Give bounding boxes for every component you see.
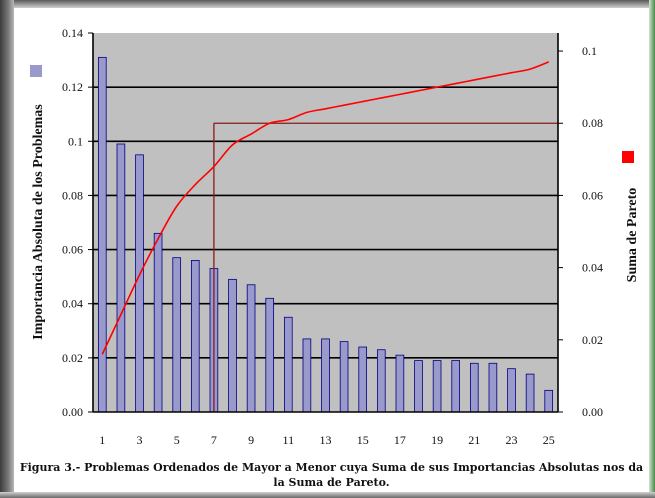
frame-edge-bottom [0, 492, 655, 498]
right-tick-label: 0.06 [582, 188, 603, 202]
bar [414, 360, 423, 413]
frame-edge-top [0, 0, 655, 8]
left-tick-label: 0.04 [62, 297, 83, 311]
right-tick-label: 0.08 [582, 116, 603, 130]
bar [507, 368, 516, 413]
bar [488, 362, 498, 413]
pareto-chart: 0.00 0.02 0.04 0.06 0.08 0.1 0.12 0.14 0.00 0.02 0… [30, 26, 640, 447]
left-tick-label: 0.06 [62, 243, 83, 257]
bar [283, 316, 293, 413]
bar [153, 232, 163, 413]
x-tick-label: 25 [543, 433, 555, 447]
left-tick-label: 0.08 [62, 188, 83, 202]
left-axis-title: Importancia Absoluta de los Problemas [31, 104, 46, 340]
bar [525, 373, 535, 413]
bar [135, 154, 144, 413]
figure-caption: Figura 3.- Problemas Ordenados de Mayor … [19, 461, 644, 489]
bar [116, 143, 126, 413]
bar [544, 389, 554, 413]
x-tick-label: 5 [174, 433, 180, 447]
bar [190, 259, 200, 413]
right-tick-label: 0.1 [582, 44, 597, 58]
bar [339, 341, 349, 413]
right-tick-label: 0.00 [582, 405, 603, 419]
left-series-marker [30, 65, 42, 77]
x-tick-label: 1 [99, 433, 105, 447]
bar [302, 338, 312, 413]
right-tick-label: 0.02 [582, 333, 603, 347]
x-tick-label: 23 [506, 433, 518, 447]
bar [432, 360, 442, 413]
bar [265, 297, 275, 413]
x-tick-label: 19 [431, 433, 443, 447]
right-axis-title: Suma de Pareto [625, 188, 640, 283]
left-tick-label: 0.00 [62, 405, 83, 419]
left-tick-label: 0.1 [68, 134, 83, 148]
frame-edge-left [0, 0, 14, 498]
x-tick-label: 17 [394, 433, 406, 447]
bar [395, 354, 405, 413]
x-tick-label: 15 [357, 433, 369, 447]
left-tick-label: 0.12 [62, 80, 83, 94]
bar [228, 278, 237, 413]
x-tick-label: 13 [320, 433, 332, 447]
left-tick-label: 0.02 [62, 351, 83, 365]
x-tick-label: 9 [248, 433, 254, 447]
x-tick-label: 11 [283, 433, 295, 447]
pareto-line [101, 61, 549, 355]
x-tick-label: 3 [137, 433, 143, 447]
right-tick-label: 0.04 [582, 261, 603, 275]
bar [469, 362, 479, 413]
x-tick-label: 21 [468, 433, 480, 447]
bar [451, 360, 461, 413]
bar [358, 346, 368, 413]
frame-edge-right [649, 0, 655, 498]
bar [376, 349, 386, 413]
x-tick-label: 7 [211, 433, 217, 447]
bar [97, 56, 107, 413]
bar [172, 257, 182, 413]
bar [321, 338, 330, 413]
bar [246, 284, 256, 413]
right-series-marker [622, 151, 634, 163]
left-tick-label: 0.14 [62, 26, 83, 40]
